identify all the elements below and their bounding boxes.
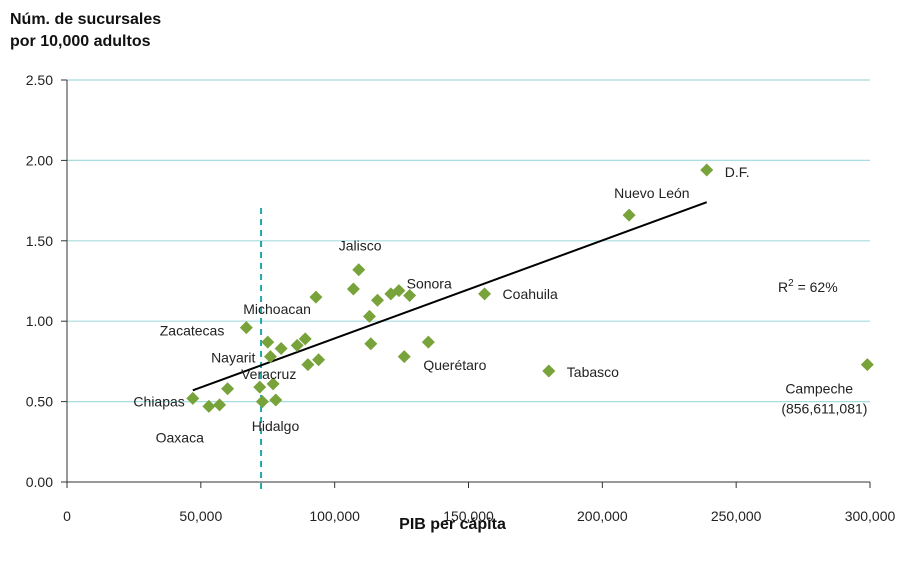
x-tick-label: 250,000 [711, 508, 762, 524]
data-point [239, 321, 253, 335]
point-label: Nuevo León [614, 185, 690, 201]
data-point [542, 364, 556, 378]
point-label: Coahuila [503, 286, 558, 302]
y-axis-title: Núm. de sucursales por 10,000 adultos [10, 9, 161, 53]
x-tick-label: 300,000 [845, 508, 896, 524]
point-label: Sonora [407, 275, 452, 291]
point-label: Hidalgo [252, 418, 300, 434]
point-label: Chiapas [133, 393, 184, 409]
y-tick-label: 2.00 [26, 152, 53, 168]
data-point [700, 163, 714, 177]
x-tick-label: 150,000 [443, 508, 494, 524]
point-label: Campeche [785, 381, 853, 397]
data-point [186, 391, 200, 405]
data-point [266, 377, 280, 391]
data-point [261, 335, 275, 349]
data-point [202, 399, 216, 413]
x-tick-label: 200,000 [577, 508, 628, 524]
data-point [403, 288, 417, 302]
y-tick-label: 2.50 [26, 72, 53, 88]
point-label: Querétaro [423, 357, 486, 373]
data-point [312, 353, 326, 367]
data-point [298, 332, 312, 346]
y-tick-label: 0.50 [26, 394, 53, 410]
point-label: Oaxaca [156, 429, 204, 445]
point-label: Jalisco [339, 238, 382, 254]
x-axis-title: PIB per cápita [399, 516, 506, 533]
point-label: Tabasco [567, 364, 619, 380]
data-point [253, 380, 267, 394]
data-point [397, 350, 411, 364]
point-label-value: (856,611,081) [781, 401, 867, 417]
data-point [370, 293, 384, 307]
x-tick-label: 0 [63, 508, 71, 524]
data-point [263, 350, 277, 364]
y-tick-label: 1.00 [26, 313, 53, 329]
trend-line [192, 201, 708, 392]
data-point [364, 337, 378, 351]
point-label: Zacatecas [160, 323, 225, 339]
y-axis-title-line-2: por 10,000 adultos [10, 33, 151, 50]
data-point [301, 358, 315, 372]
x-tick-label: 100,000 [309, 508, 360, 524]
data-point [221, 382, 235, 396]
data-point [362, 309, 376, 323]
point-label: Michoacan [243, 301, 311, 317]
data-point [309, 290, 323, 304]
data-point [478, 287, 492, 301]
y-tick-label: 0.00 [26, 474, 53, 490]
data-point [269, 393, 283, 407]
data-point [860, 358, 874, 372]
y-tick-label: 1.50 [26, 233, 53, 249]
data-point [255, 395, 269, 409]
data-point [392, 284, 406, 298]
data-point [352, 263, 366, 277]
r-squared-annotation: R2 = 62% [778, 278, 838, 295]
point-label: D.F. [725, 164, 750, 180]
data-point [346, 282, 360, 296]
point-label: Nayarit [211, 350, 255, 366]
data-point [290, 338, 304, 352]
data-point [274, 342, 288, 356]
point-label: Veracruz [241, 366, 296, 382]
y-axis-title-line-1: Núm. de sucursales [10, 11, 162, 28]
data-point [213, 398, 227, 412]
data-point [421, 335, 435, 349]
x-tick-label: 50,000 [179, 508, 222, 524]
data-point [622, 208, 636, 222]
